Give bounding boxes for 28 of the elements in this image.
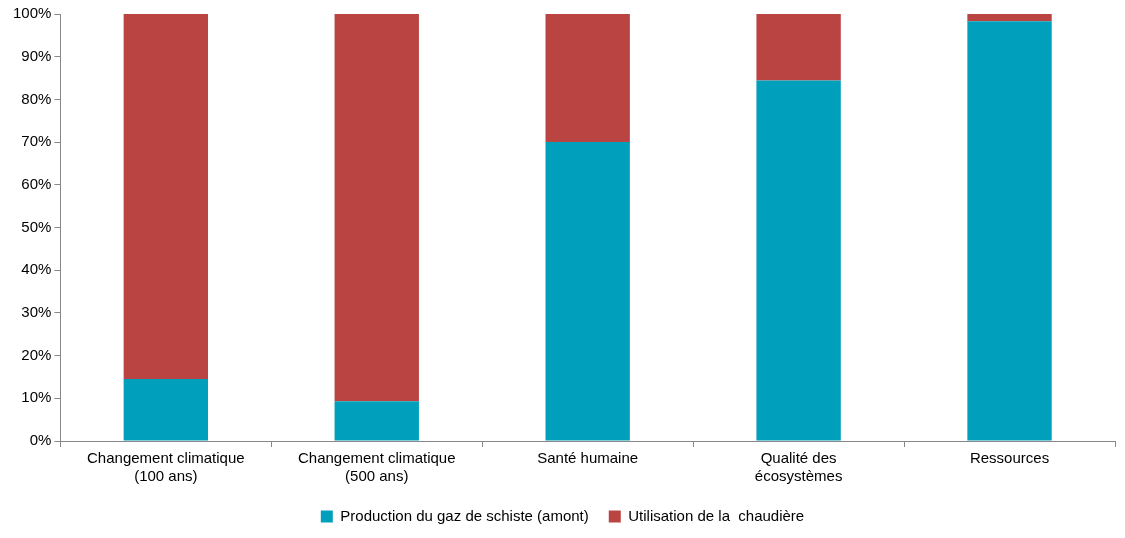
y-tick-label: 10% [21,388,52,406]
y-tick-label: 70% [21,132,52,150]
y-tick-label: 60% [21,174,52,192]
y-tick-label: 40% [21,260,52,278]
y-tick-label: 90% [21,46,52,64]
x-tick-label: Santé humaine [537,449,639,467]
bar [545,14,630,143]
y-tick-label: 30% [21,303,52,321]
legend-label: Production du gaz de schiste (amont) [340,506,589,524]
bar [334,14,419,402]
y-tick-label: 50% [21,217,52,235]
x-tick-label: Changement climatique (500 ans) [297,449,456,485]
bar [756,14,841,81]
bar [334,401,419,441]
y-tick-label: 0% [29,431,52,449]
y-tick-label: 100% [12,4,52,22]
bar [545,142,630,441]
bar [967,21,1052,441]
y-tick-label: 20% [21,345,52,363]
bar [756,80,841,441]
legend-label: Utilisation de la chaudière [628,506,805,524]
bar [123,14,209,380]
x-tick-label: Ressources [969,449,1050,467]
x-tick-label: Qualité des écosystèmes [754,449,843,485]
bar [123,379,209,441]
x-tick-label: Changement climatique (100 ans) [87,449,245,485]
bar [967,14,1052,22]
y-tick-label: 80% [21,89,52,107]
